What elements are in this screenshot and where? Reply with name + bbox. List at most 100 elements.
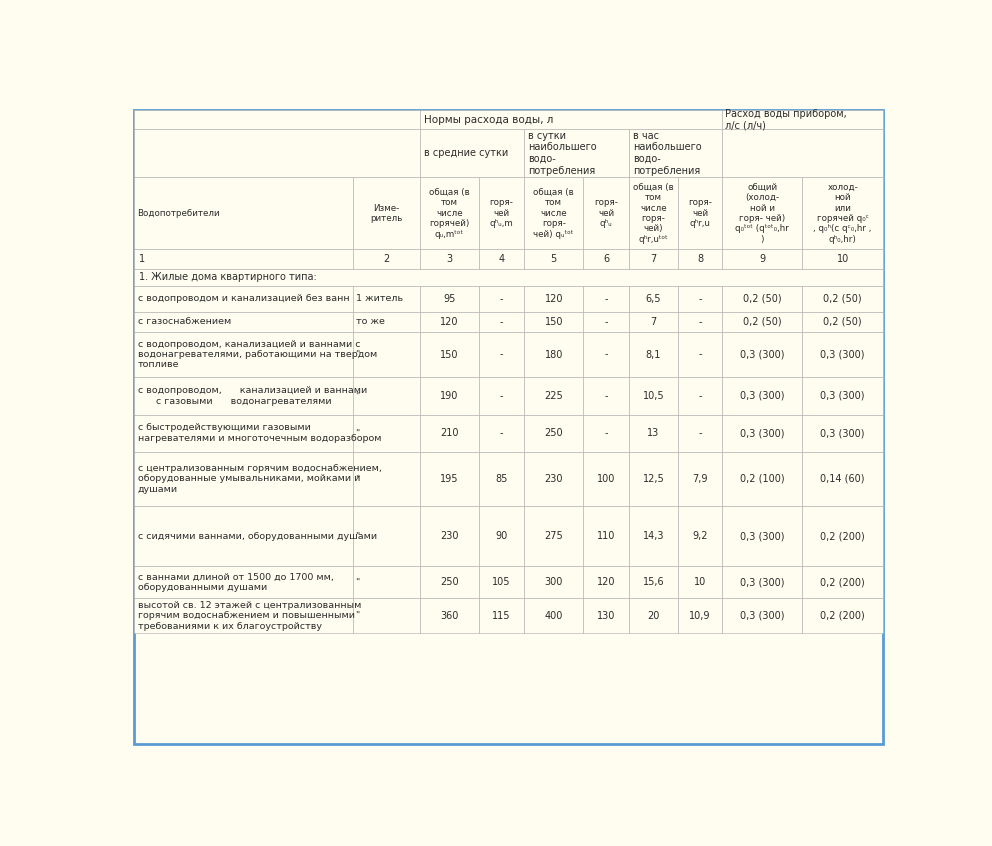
Text: 9,2: 9,2 [692,531,708,541]
Bar [629,250,679,269]
Text: общий
(холод-
ной и
горя- чей)
q₀ᵗᵒᵗ (qᵗᵒᵗ₀,hr
): общий (холод- ной и горя- чей) q₀ᵗᵒᵗ (qᵗ… [735,183,790,244]
Bar [583,286,629,312]
Bar [629,377,679,415]
Bar [134,286,352,312]
Bar [134,269,883,286]
Text: 15,6: 15,6 [643,577,665,587]
Text: -: - [604,428,608,438]
Text: -: - [604,317,608,327]
Bar [629,415,679,452]
Bar [478,566,525,598]
Bar [583,506,629,566]
Bar [679,452,722,506]
Bar [525,286,583,312]
Bar [629,312,679,332]
Bar [352,415,420,452]
Text: -: - [698,391,702,401]
Text: 275: 275 [545,531,563,541]
Bar [629,177,679,250]
Bar [352,177,420,250]
Text: 10,9: 10,9 [689,611,711,621]
Text: с водопроводом и канализацией без ванн: с водопроводом и канализацией без ванн [138,294,349,304]
Bar [525,250,583,269]
Bar [420,598,478,634]
Bar [583,598,629,634]
Text: 190: 190 [440,391,458,401]
Bar [525,377,583,415]
Text: Изме-
ритель: Изме- ритель [370,204,403,222]
Bar [722,250,803,269]
Bar [525,415,583,452]
Text: -: - [500,349,503,360]
Text: с водопроводом, канализацией и ваннами с
водонагревателями, работающими на тверд: с водопроводом, канализацией и ваннами с… [138,339,377,370]
Bar [629,286,679,312]
Bar [803,286,883,312]
Text: 5: 5 [551,254,557,264]
Bar [478,452,525,506]
Text: 0,3 (300): 0,3 (300) [740,531,785,541]
Bar [478,177,525,250]
Text: общая (в
том
числе
горячей)
qᵤ,mᵗᵒᵗ: общая (в том числе горячей) qᵤ,mᵗᵒᵗ [429,188,469,239]
Bar [420,110,722,129]
Text: -: - [500,428,503,438]
Bar [722,110,883,129]
Text: 0,2 (50): 0,2 (50) [743,317,782,327]
Bar [722,598,803,634]
Bar [629,598,679,634]
Text: 0,3 (300): 0,3 (300) [820,428,865,438]
Bar [134,415,352,452]
Bar [803,332,883,377]
Bar [525,312,583,332]
Text: 105: 105 [492,577,511,587]
Bar [420,312,478,332]
Bar [525,177,583,250]
Text: 250: 250 [545,428,563,438]
Bar [583,377,629,415]
Bar [629,452,679,506]
Text: 400: 400 [545,611,562,621]
Bar [583,312,629,332]
Bar [679,415,722,452]
Text: 7: 7 [651,254,657,264]
Text: 130: 130 [597,611,615,621]
Text: 0,3 (300): 0,3 (300) [740,428,785,438]
Text: -: - [698,428,702,438]
Bar [679,312,722,332]
Bar [420,129,525,177]
Text: 225: 225 [545,391,563,401]
Bar [352,312,420,332]
Text: высотой св. 12 этажей с централизованным
горячим водоснабжением и повышенными
тр: высотой св. 12 этажей с централизованным… [138,601,361,630]
Text: 120: 120 [440,317,458,327]
Bar [352,286,420,312]
Text: 0,3 (300): 0,3 (300) [740,349,785,360]
Text: в час
наибольшего
водо-
потребления: в час наибольшего водо- потребления [633,131,701,176]
Text: -: - [604,294,608,304]
Text: 120: 120 [545,294,563,304]
Bar [803,506,883,566]
Bar [679,598,722,634]
Text: общая (в
том
числе
горя-
чей)
qʰr,uᵗᵒᵗ: общая (в том числе горя- чей) qʰr,uᵗᵒᵗ [633,183,674,244]
Bar [134,506,352,566]
Bar [352,250,420,269]
Bar [722,312,803,332]
Text: 4: 4 [498,254,505,264]
Text: -: - [604,349,608,360]
Text: 3: 3 [446,254,452,264]
Bar [420,332,478,377]
Bar [722,415,803,452]
Bar [134,598,352,634]
Bar [679,332,722,377]
Bar [803,250,883,269]
Text: ": " [355,392,360,400]
Text: -: - [500,391,503,401]
Text: с водопроводом,      канализацией и ваннами
      с газовыми      водонагревател: с водопроводом, канализацией и ваннами с… [138,387,367,406]
Bar [679,286,722,312]
Text: ": " [355,475,360,483]
Bar [352,598,420,634]
Text: Водопотребители: Водопотребители [137,209,219,217]
Text: горя-
чей
qʰᵤ,m: горя- чей qʰᵤ,m [490,198,514,228]
Text: 7: 7 [651,317,657,327]
Text: 1 житель: 1 житель [355,294,403,304]
Bar [722,566,803,598]
Text: общая (в
том
числе
горя-
чей) qᵤᵗᵒᵗ: общая (в том числе горя- чей) qᵤᵗᵒᵗ [534,188,574,239]
